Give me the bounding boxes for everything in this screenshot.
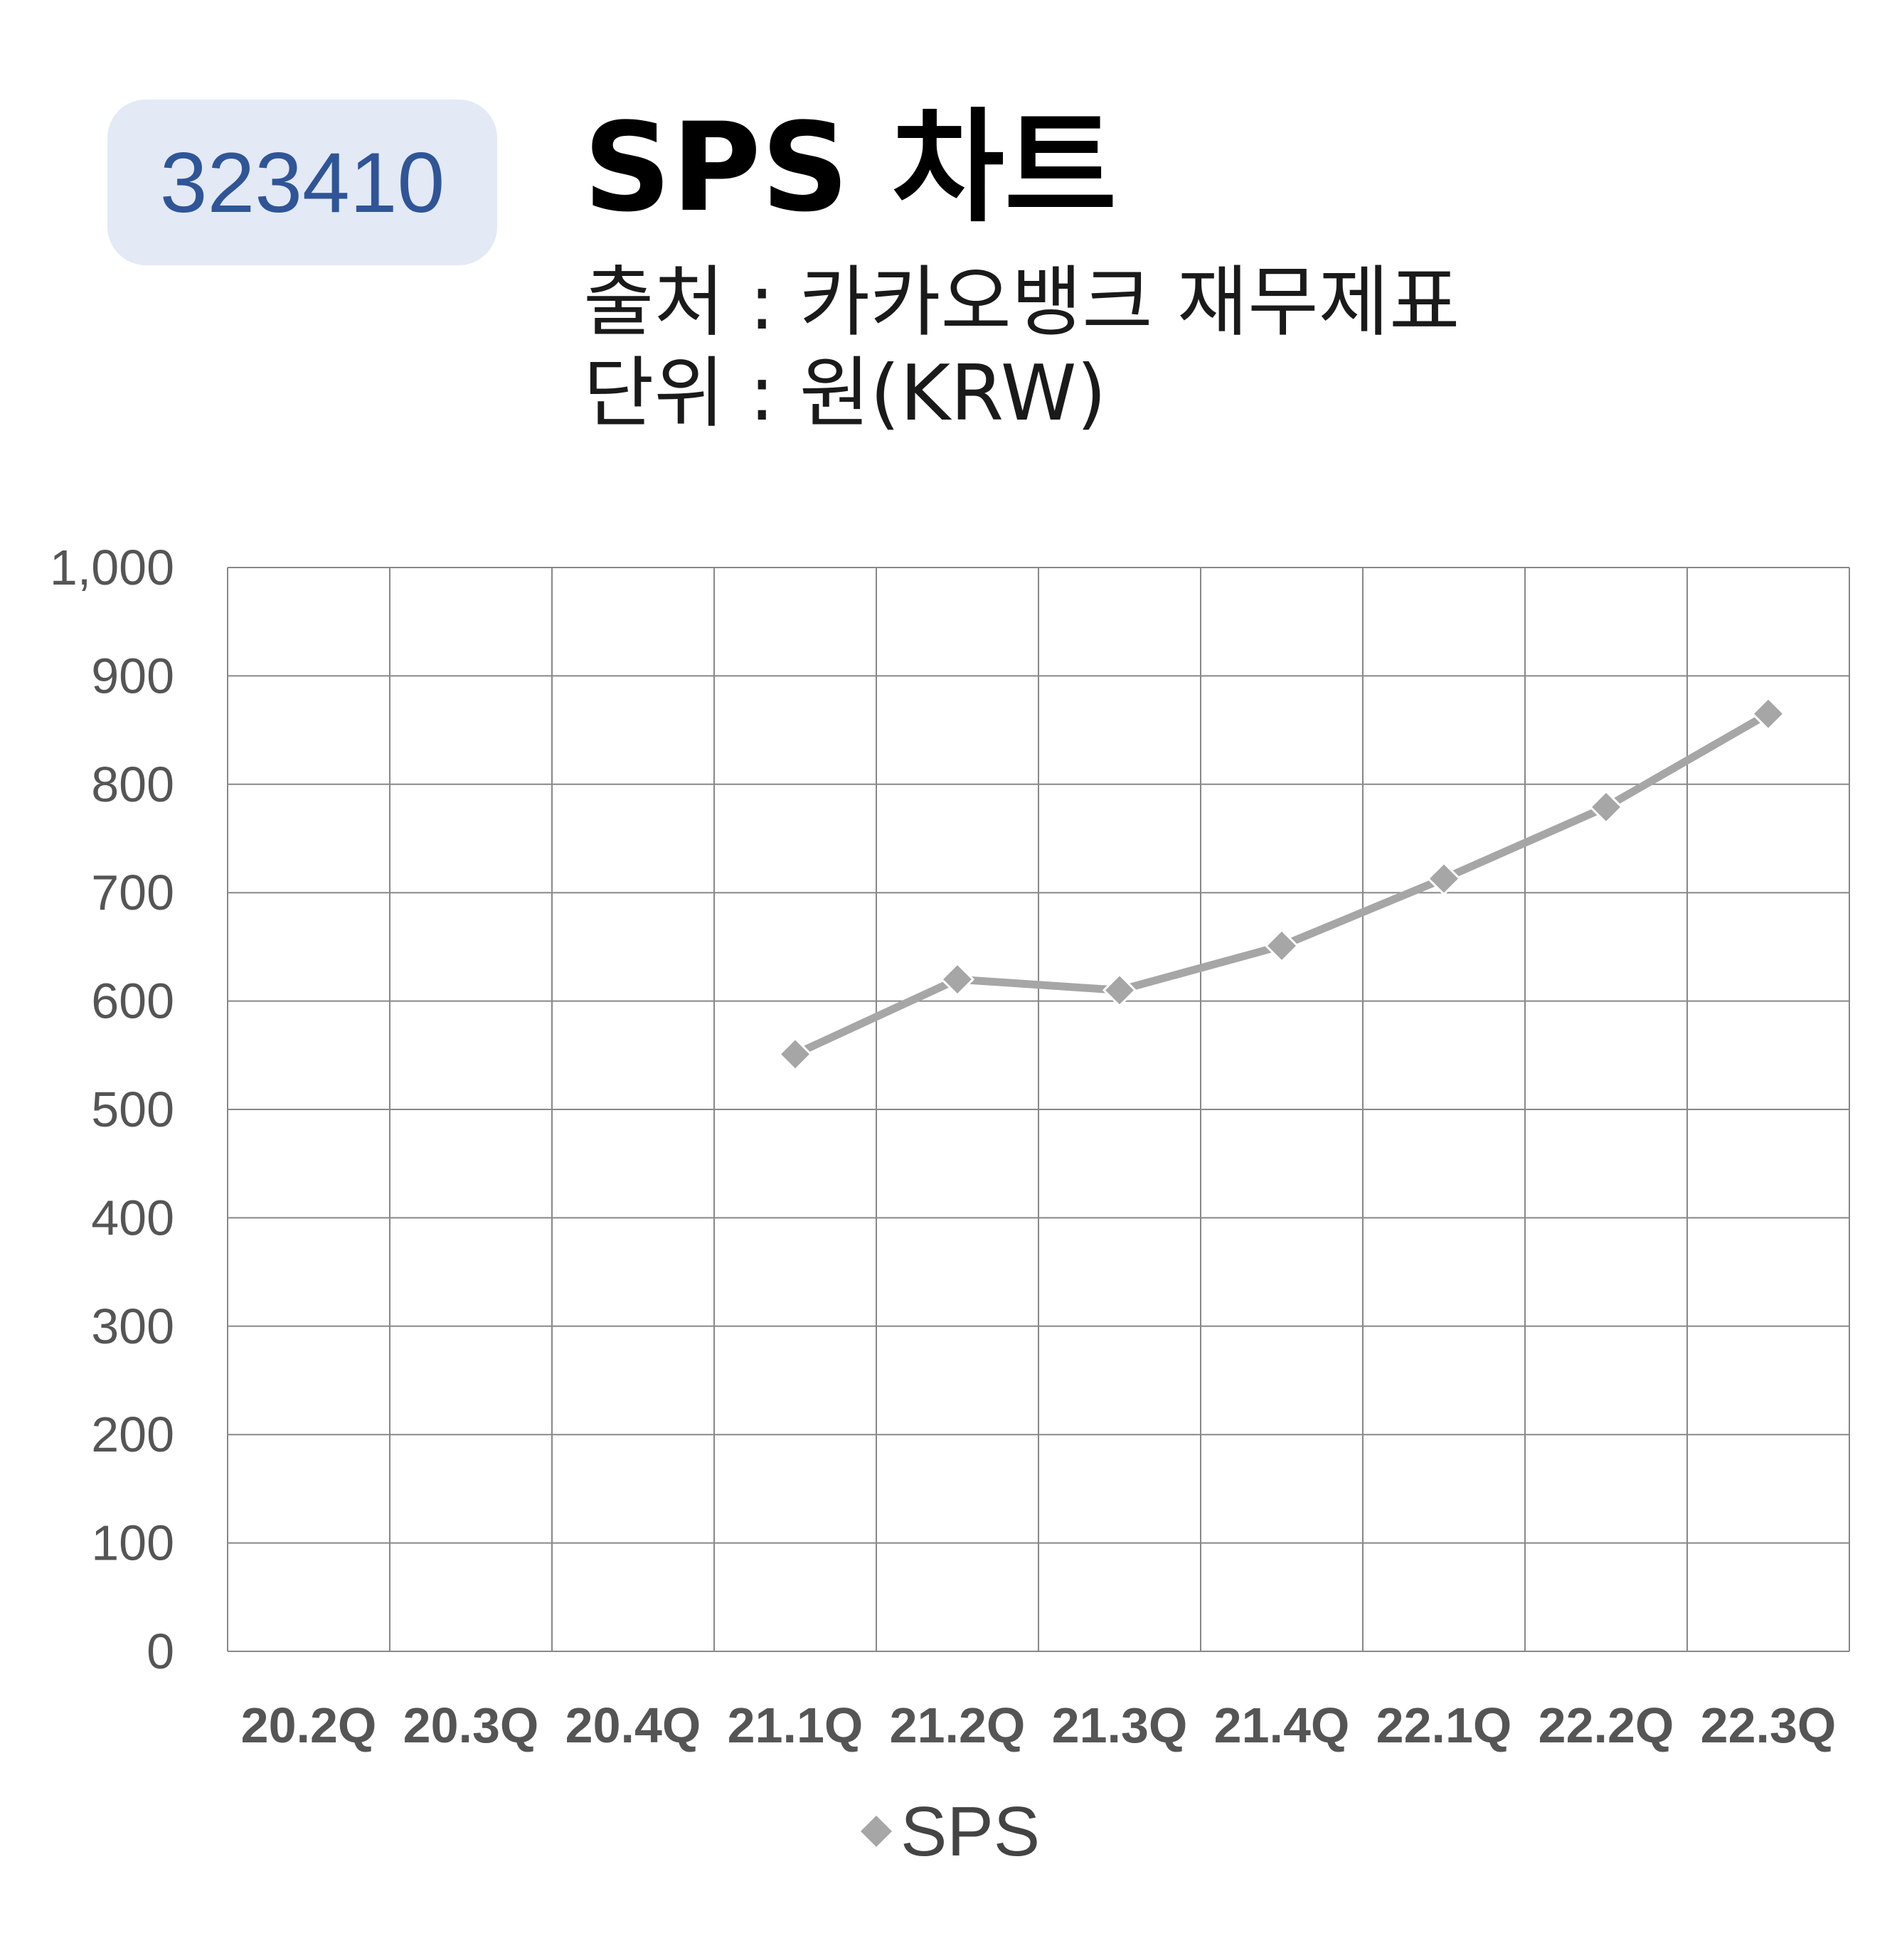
y-tick-label: 600: [91, 974, 174, 1029]
x-tick-label: 21.3Q: [1052, 1698, 1188, 1753]
x-tick-label: 21.2Q: [890, 1698, 1026, 1753]
x-tick-label: 21.4Q: [1214, 1698, 1350, 1753]
ticker-code: 323410: [159, 134, 445, 230]
chart-grid: [227, 567, 1850, 1652]
x-tick-label: 22.3Q: [1701, 1698, 1837, 1753]
series-line: [793, 710, 1770, 1058]
legend-label: SPS: [900, 1792, 1040, 1870]
y-tick-label: 100: [91, 1516, 174, 1571]
y-axis-ticks: 0 100 200 300 400 500 600 700 800 900 1,000: [50, 540, 174, 1679]
y-tick-label: 700: [91, 865, 174, 920]
x-tick-label: 20.3Q: [403, 1698, 539, 1753]
data-point-marker: [1102, 973, 1137, 1008]
chart-legend: SPS: [861, 1792, 1040, 1870]
x-axis-ticks: 20.2Q 20.3Q 20.4Q 21.1Q 21.2Q 21.3Q 21.4Q 22.1Q…: [241, 1698, 1837, 1753]
x-tick-label: 22.1Q: [1376, 1698, 1512, 1753]
x-tick-label: 20.4Q: [565, 1698, 701, 1753]
unit-text: 단위 : 원(KRW): [583, 349, 1107, 438]
chart-title: SPS 차트: [583, 96, 1117, 239]
y-tick-label: 500: [91, 1082, 174, 1137]
source-text: 출처 : 카카오뱅크 재무제표: [583, 258, 1460, 347]
data-point-marker: [1750, 696, 1786, 731]
y-tick-label: 300: [91, 1299, 174, 1354]
y-tick-label: 400: [91, 1190, 174, 1245]
y-tick-label: 0: [147, 1624, 174, 1679]
series-sps: [777, 696, 1786, 1072]
x-tick-label: 21.1Q: [728, 1698, 864, 1753]
data-point-marker: [1264, 928, 1300, 963]
y-tick-label: 800: [91, 757, 174, 812]
legend-marker: [861, 1816, 892, 1847]
y-tick-label: 200: [91, 1407, 174, 1462]
y-tick-label: 1,000: [50, 540, 174, 595]
x-tick-label: 20.2Q: [241, 1698, 377, 1753]
data-point-marker: [777, 1037, 813, 1072]
data-point-marker: [1588, 789, 1624, 824]
data-point-marker: [1426, 861, 1462, 896]
ticker-badge: 323410: [107, 100, 497, 265]
data-point-marker: [940, 962, 975, 997]
x-tick-label: 22.2Q: [1539, 1698, 1674, 1753]
y-tick-label: 900: [91, 648, 174, 703]
